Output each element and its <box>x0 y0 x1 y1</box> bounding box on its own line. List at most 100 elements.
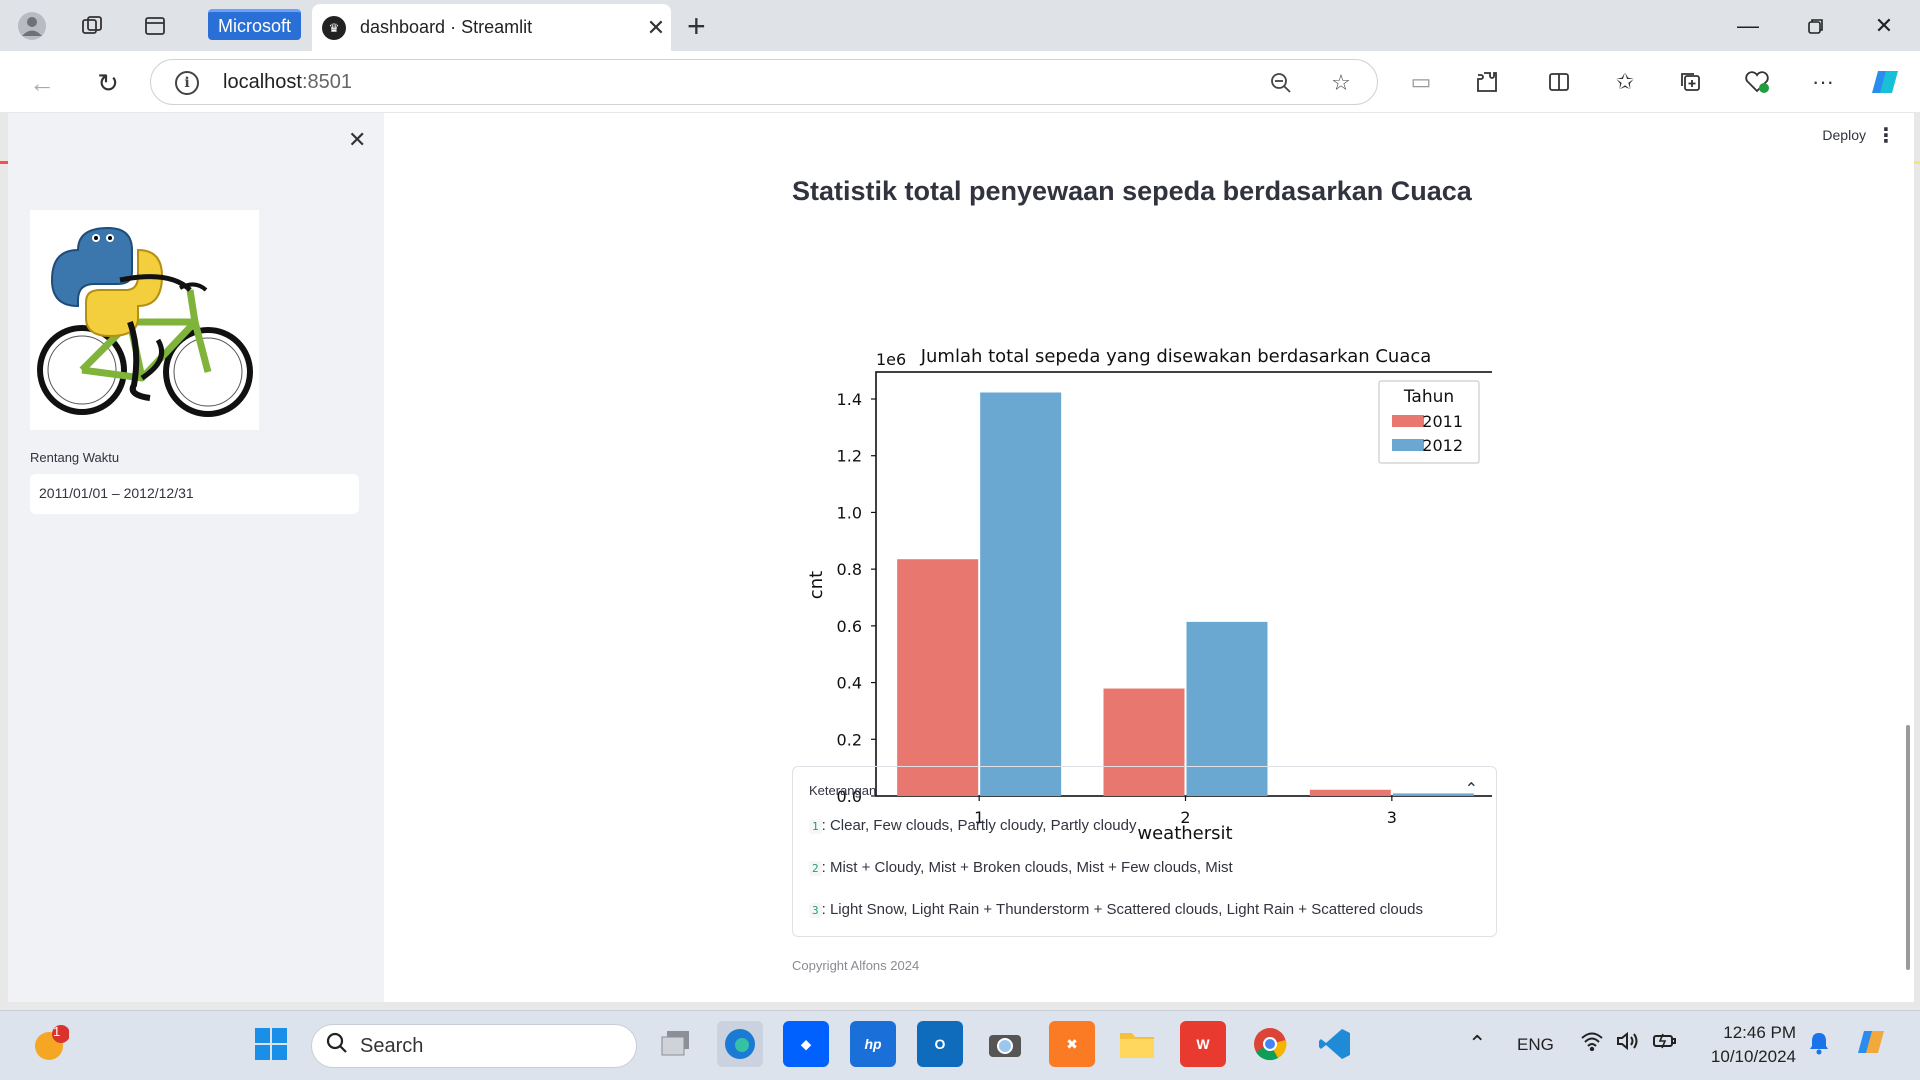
x-tick-label: 3 <box>1387 808 1397 827</box>
back-icon[interactable]: ← <box>29 67 55 98</box>
weather-code: 2 <box>809 861 822 876</box>
y-axis-label: cnt <box>806 571 827 599</box>
weather-bar-chart: Jumlah total sepeda yang disewakan berda… <box>792 225 1496 855</box>
myhp-icon[interactable]: hp <box>850 1021 896 1067</box>
y-tick-label: 0.6 <box>837 617 862 636</box>
bar-2012-3 <box>1392 793 1474 796</box>
y-tick-label: 1.2 <box>837 447 862 466</box>
y-tick-label: 0.8 <box>837 560 862 579</box>
copyright-text: Copyright Alfons 2024 <box>792 958 920 973</box>
url-text: localhost:8501 <box>223 71 352 93</box>
python-bicycle-logo <box>30 210 259 430</box>
address-bar-row: ← ↻ i localhost:8501 ☆ ▭ ✩ ··· <box>0 51 1920 164</box>
y-tick-label: 1.4 <box>837 390 862 409</box>
bar-2011-3 <box>1309 789 1391 796</box>
reading-view-icon[interactable]: ▭ <box>1410 69 1432 94</box>
show-hidden-icons-icon[interactable]: ⌃ <box>1468 1031 1487 1056</box>
chart-legend: Tahun 2011 2012 <box>1378 380 1480 464</box>
y-tick-label: 1.0 <box>837 503 862 522</box>
chevron-up-icon[interactable]: ⌃ <box>1464 781 1478 798</box>
legend-swatch-2012 <box>1392 439 1424 451</box>
main-menu-icon[interactable]: ⋮ <box>1876 125 1896 147</box>
legend-label-2012: 2012 <box>1422 436 1463 455</box>
vertical-tabs-icon[interactable] <box>139 10 171 42</box>
copilot-taskbar-icon[interactable] <box>1850 1021 1896 1067</box>
browser-essentials-icon[interactable] <box>1740 65 1774 99</box>
xampp-icon[interactable]: ✖ <box>1049 1021 1095 1067</box>
scrollbar[interactable] <box>1906 725 1910 970</box>
sidebar: ✕ Rentang <box>8 113 384 1002</box>
tab-title: dashboard · Streamlit <box>360 17 533 37</box>
weather-code: 3 <box>809 903 822 918</box>
streamlit-app: ✕ Rentang <box>8 113 1914 1002</box>
battery-icon[interactable] <box>1652 1031 1678 1057</box>
restore-icon[interactable] <box>1792 8 1840 44</box>
url-field[interactable]: i localhost:8501 ☆ <box>150 59 1378 105</box>
search-placeholder: Search <box>360 1034 424 1057</box>
y-tick-label: 0.2 <box>837 730 862 749</box>
wifi-icon[interactable] <box>1580 1031 1604 1057</box>
x-axis-label: weathersit <box>1137 823 1232 844</box>
page-title: Statistik total penyewaan sepeda berdasa… <box>792 176 1472 206</box>
bar-2012-1 <box>980 392 1062 796</box>
active-browser-tab[interactable]: ♛ dashboard · Streamlit ✕ <box>312 4 671 51</box>
date-range-input[interactable]: 2011/01/01 – 2012/12/31 <box>30 474 359 514</box>
notifications-bell-icon[interactable] <box>1808 1031 1830 1061</box>
bar-2011-1 <box>897 559 979 796</box>
weather-description: : Light Snow, Light Rain + Thunderstorm … <box>821 901 1423 918</box>
minimize-icon[interactable]: — <box>1737 13 1759 38</box>
weather-code: 1 <box>809 819 822 834</box>
x-tick-label: 1 <box>974 808 984 827</box>
new-tab-icon[interactable]: + <box>687 8 706 44</box>
taskbar-search[interactable]: Search <box>311 1024 637 1068</box>
chrome-icon[interactable] <box>1247 1021 1293 1067</box>
y-tick-label: 0.4 <box>837 674 862 693</box>
language-indicator[interactable]: ENG <box>1517 1035 1554 1054</box>
close-sidebar-icon[interactable]: ✕ <box>348 127 367 152</box>
split-screen-icon[interactable] <box>1542 65 1576 99</box>
clock-date[interactable]: 10/10/2024 <box>1710 1047 1796 1066</box>
file-explorer-icon[interactable] <box>1114 1021 1160 1067</box>
copilot-icon[interactable] <box>1868 65 1902 99</box>
profile-icon[interactable] <box>16 10 48 42</box>
extensions-icon[interactable] <box>1470 65 1504 99</box>
collections-icon[interactable] <box>1674 65 1708 99</box>
legend-item-3: 3: Light Snow, Light Rain + Thunderstorm… <box>809 901 1423 918</box>
weather-description: : Mist + Cloudy, Mist + Broken clouds, M… <box>821 859 1233 876</box>
legend-title: Tahun <box>1403 387 1454 407</box>
site-info-icon[interactable]: i <box>175 71 199 95</box>
legend-label-2011: 2011 <box>1422 412 1463 431</box>
more-options-icon[interactable]: ··· <box>1812 69 1834 94</box>
browser-tab-bar: Microsoft ♛ dashboard · Streamlit ✕ + — … <box>0 0 1920 51</box>
dropbox-icon[interactable]: ⬥ <box>783 1021 829 1067</box>
deploy-button[interactable]: Deploy <box>1822 127 1866 143</box>
y-tick-label: 0.0 <box>837 787 862 806</box>
wps-office-icon[interactable]: W <box>1180 1021 1226 1067</box>
volume-icon[interactable] <box>1616 1031 1640 1057</box>
legend-item-1: 1: Clear, Few clouds, Partly cloudy, Par… <box>809 817 1136 834</box>
legend-expander[interactable]: Keterangan ⌃ 1: Clear, Few clouds, Partl… <box>792 766 1497 937</box>
clock-time[interactable]: 12:46 PM <box>1723 1023 1796 1042</box>
outlook-icon[interactable]: O <box>917 1021 963 1067</box>
favorite-star-icon[interactable]: ☆ <box>1331 70 1351 95</box>
legend-item-2: 2: Mist + Cloudy, Mist + Broken clouds, … <box>809 859 1233 876</box>
favorites-icon[interactable]: ✩ <box>1615 69 1635 94</box>
legend-swatch-2011 <box>1392 415 1424 427</box>
expander-title[interactable]: Keterangan <box>809 783 877 798</box>
scale-label: 1e6 <box>876 350 906 369</box>
refresh-icon[interactable]: ↻ <box>97 67 119 98</box>
search-icon <box>326 1032 348 1060</box>
close-window-icon[interactable]: ✕ <box>1874 13 1894 38</box>
date-range-label: Rentang Waktu <box>30 450 120 465</box>
workspaces-icon[interactable] <box>76 10 108 42</box>
task-view-icon[interactable] <box>653 1021 699 1067</box>
bar-2011-2 <box>1103 688 1185 796</box>
weather-widget-icon[interactable] <box>26 1021 72 1067</box>
zoom-out-icon[interactable] <box>1267 69 1295 97</box>
microsoft-tab[interactable]: Microsoft <box>208 9 301 40</box>
edge-icon[interactable] <box>717 1021 763 1067</box>
close-tab-icon[interactable]: ✕ <box>646 14 666 40</box>
vscode-icon[interactable] <box>1312 1021 1358 1067</box>
camera-icon[interactable] <box>982 1021 1028 1067</box>
start-icon[interactable] <box>248 1021 294 1067</box>
